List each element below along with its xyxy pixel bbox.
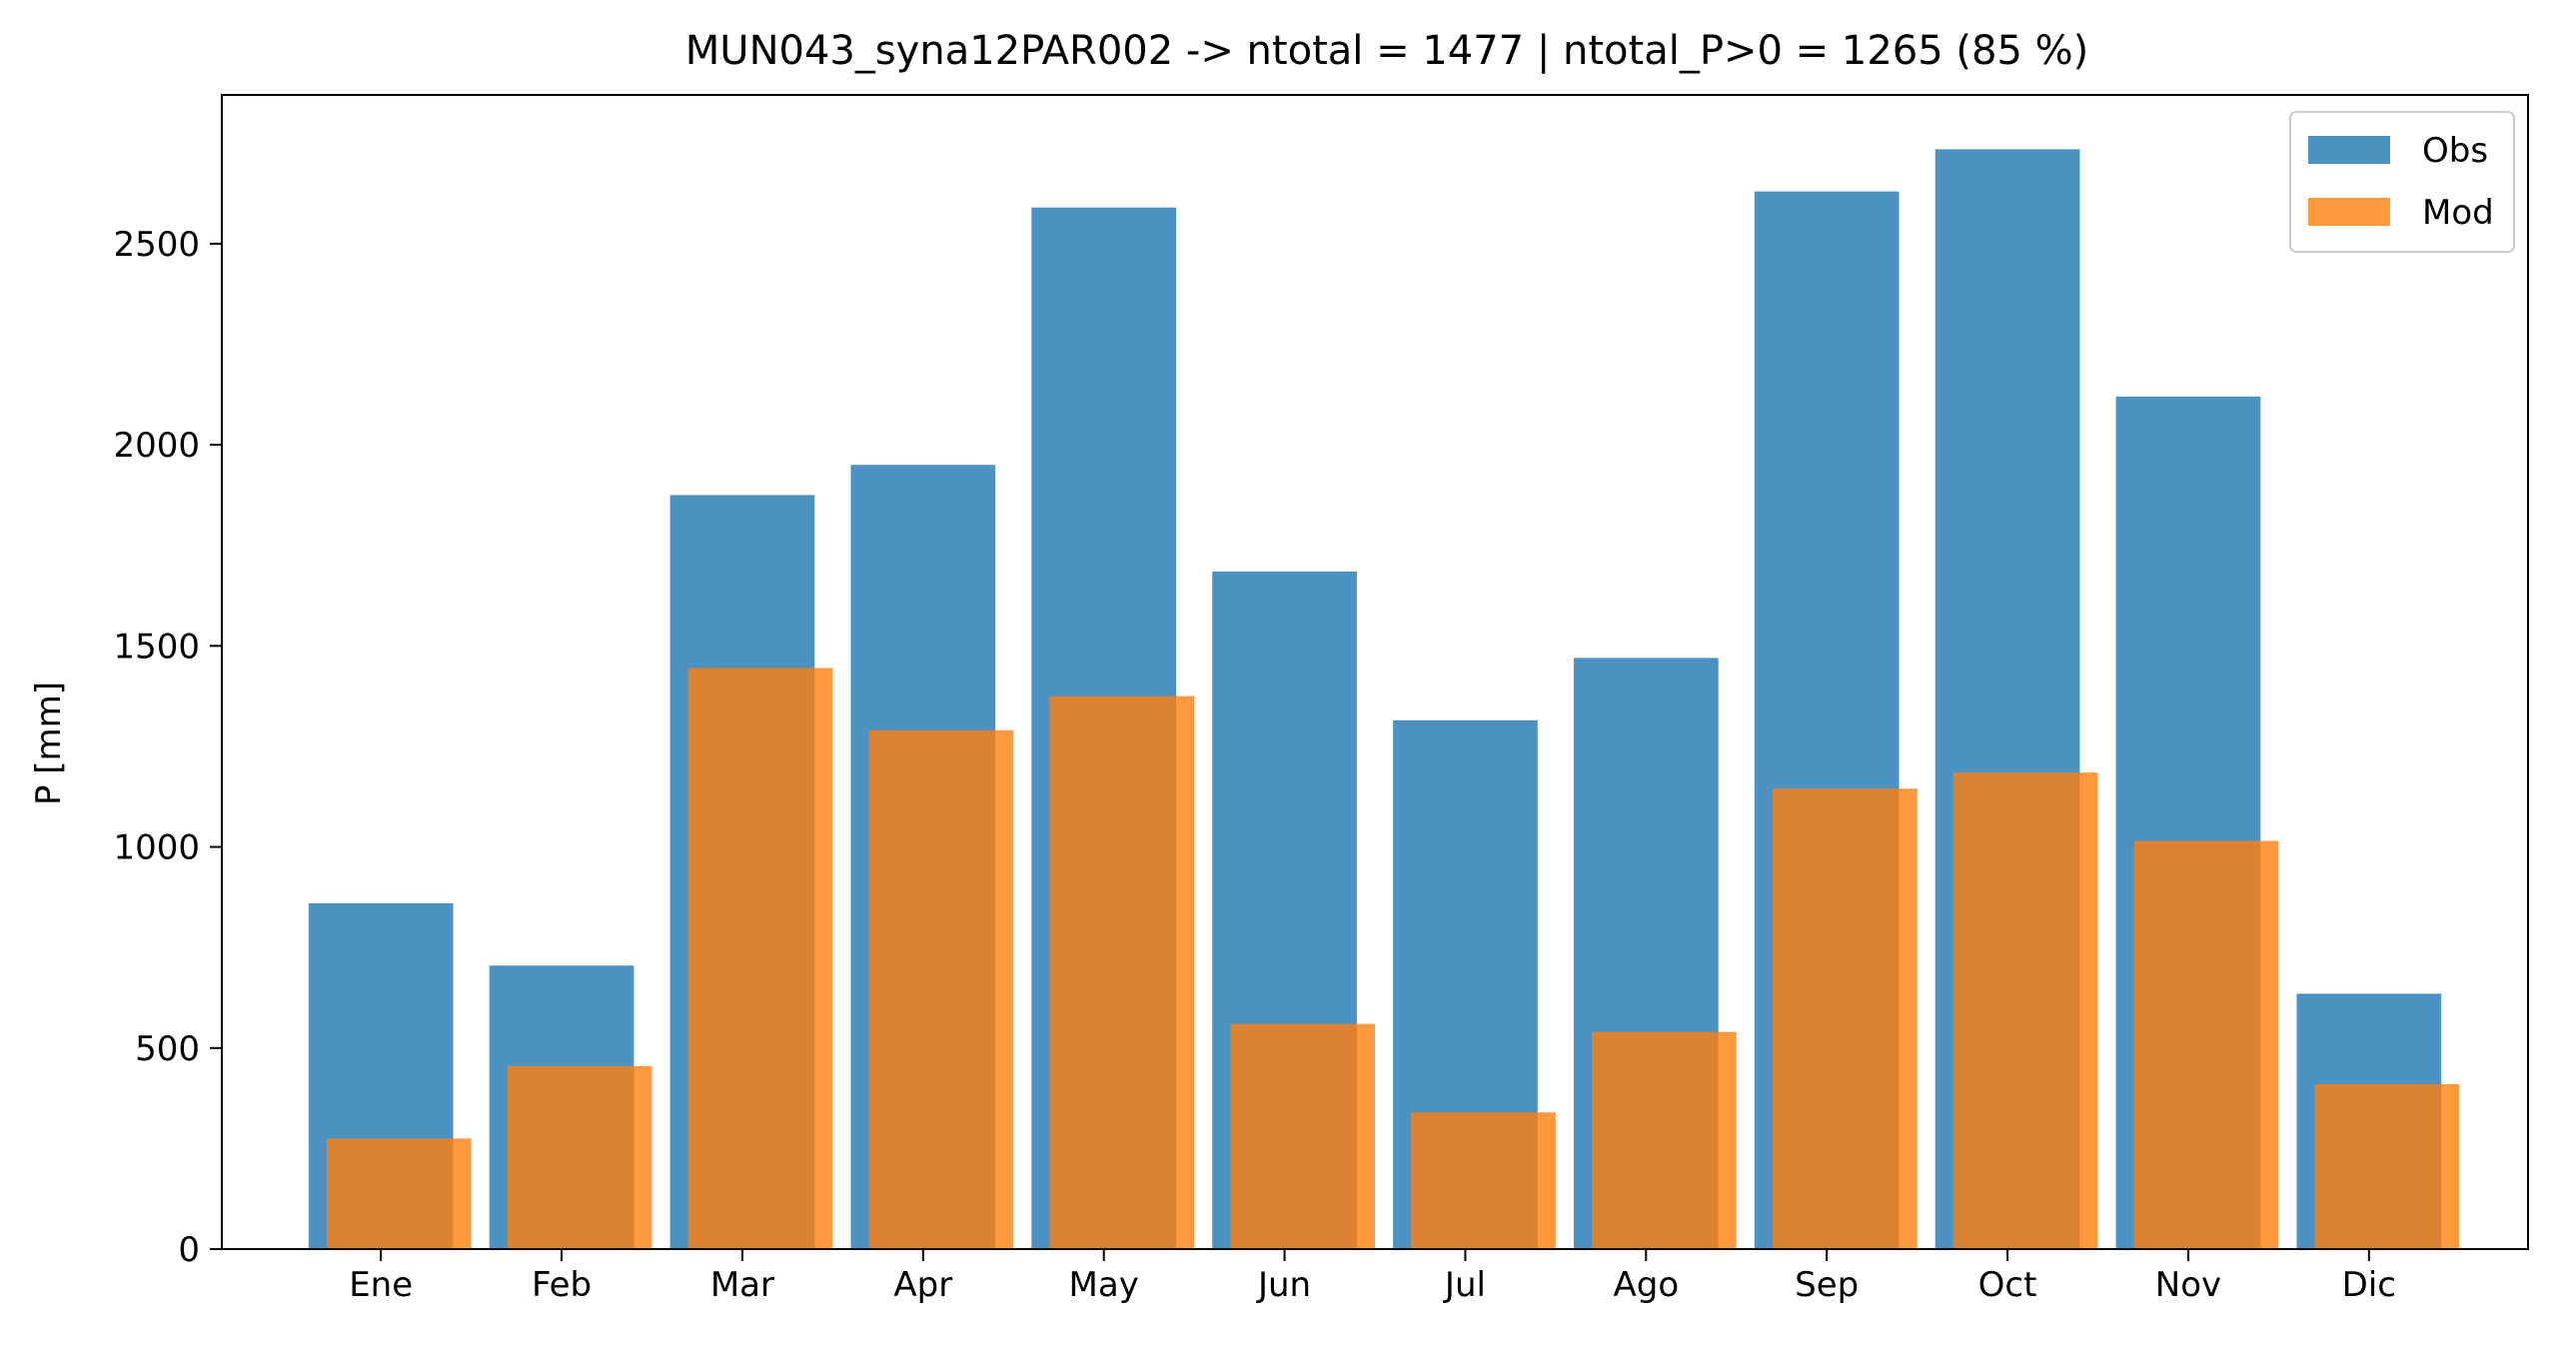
x-tick-label: Feb xyxy=(532,1265,592,1305)
y-axis-label: P [mm] xyxy=(29,681,69,805)
legend-label-mod: Mod xyxy=(2422,193,2494,233)
legend-label-obs: Obs xyxy=(2422,131,2488,171)
y-tick-label: 0 xyxy=(178,1230,200,1270)
bar-mod-nov xyxy=(2133,840,2279,1249)
bar-mod-apr xyxy=(868,729,1014,1249)
bars-layer xyxy=(308,149,2460,1250)
x-tick-label: May xyxy=(1069,1265,1139,1305)
y-tick-label: 500 xyxy=(135,1029,200,1069)
x-tick-label: Apr xyxy=(893,1265,952,1305)
x-tick-label: Ene xyxy=(349,1265,413,1305)
y-tick-label: 2000 xyxy=(113,426,200,466)
x-tick-label: Jun xyxy=(1256,1265,1311,1305)
legend: Obs Mod xyxy=(2289,111,2515,253)
x-tick-label: Oct xyxy=(1978,1265,2037,1305)
plot-frame xyxy=(221,94,2529,1250)
y-tick-label: 1500 xyxy=(113,627,200,667)
bar-mod-dic xyxy=(2314,1084,2460,1249)
bar-mod-oct xyxy=(1952,772,2098,1249)
legend-swatch-obs xyxy=(2308,136,2390,164)
chart-title: MUN043_syna12PAR002 -> ntotal = 1477 | n… xyxy=(685,28,2088,74)
x-tick-label: Dic xyxy=(2342,1265,2396,1305)
bar-mod-ene xyxy=(326,1138,472,1249)
bar-mod-mar xyxy=(687,668,833,1249)
y-tick-label: 1000 xyxy=(113,828,200,868)
bar-mod-feb xyxy=(507,1065,652,1249)
bar-mod-jun xyxy=(1230,1023,1375,1249)
x-tick-label: Sep xyxy=(1795,1265,1859,1305)
x-tick-label: Mar xyxy=(710,1265,774,1305)
axes-layer: 0 500 1000 1500 2000 2500 Ene Feb Mar Apr May Jun Ju… xyxy=(113,94,2529,1305)
bar-mod-ago xyxy=(1592,1031,1737,1249)
x-tick-label: Nov xyxy=(2155,1265,2221,1305)
y-tick-label: 2500 xyxy=(113,225,200,265)
x-tick-label: Jul xyxy=(1443,1265,1486,1305)
legend-swatch-mod xyxy=(2308,198,2390,226)
x-tick-label: Ago xyxy=(1613,1265,1679,1305)
bar-mod-may xyxy=(1049,695,1195,1249)
bar-mod-sep xyxy=(1772,788,1918,1249)
bar-mod-jul xyxy=(1411,1112,1556,1249)
